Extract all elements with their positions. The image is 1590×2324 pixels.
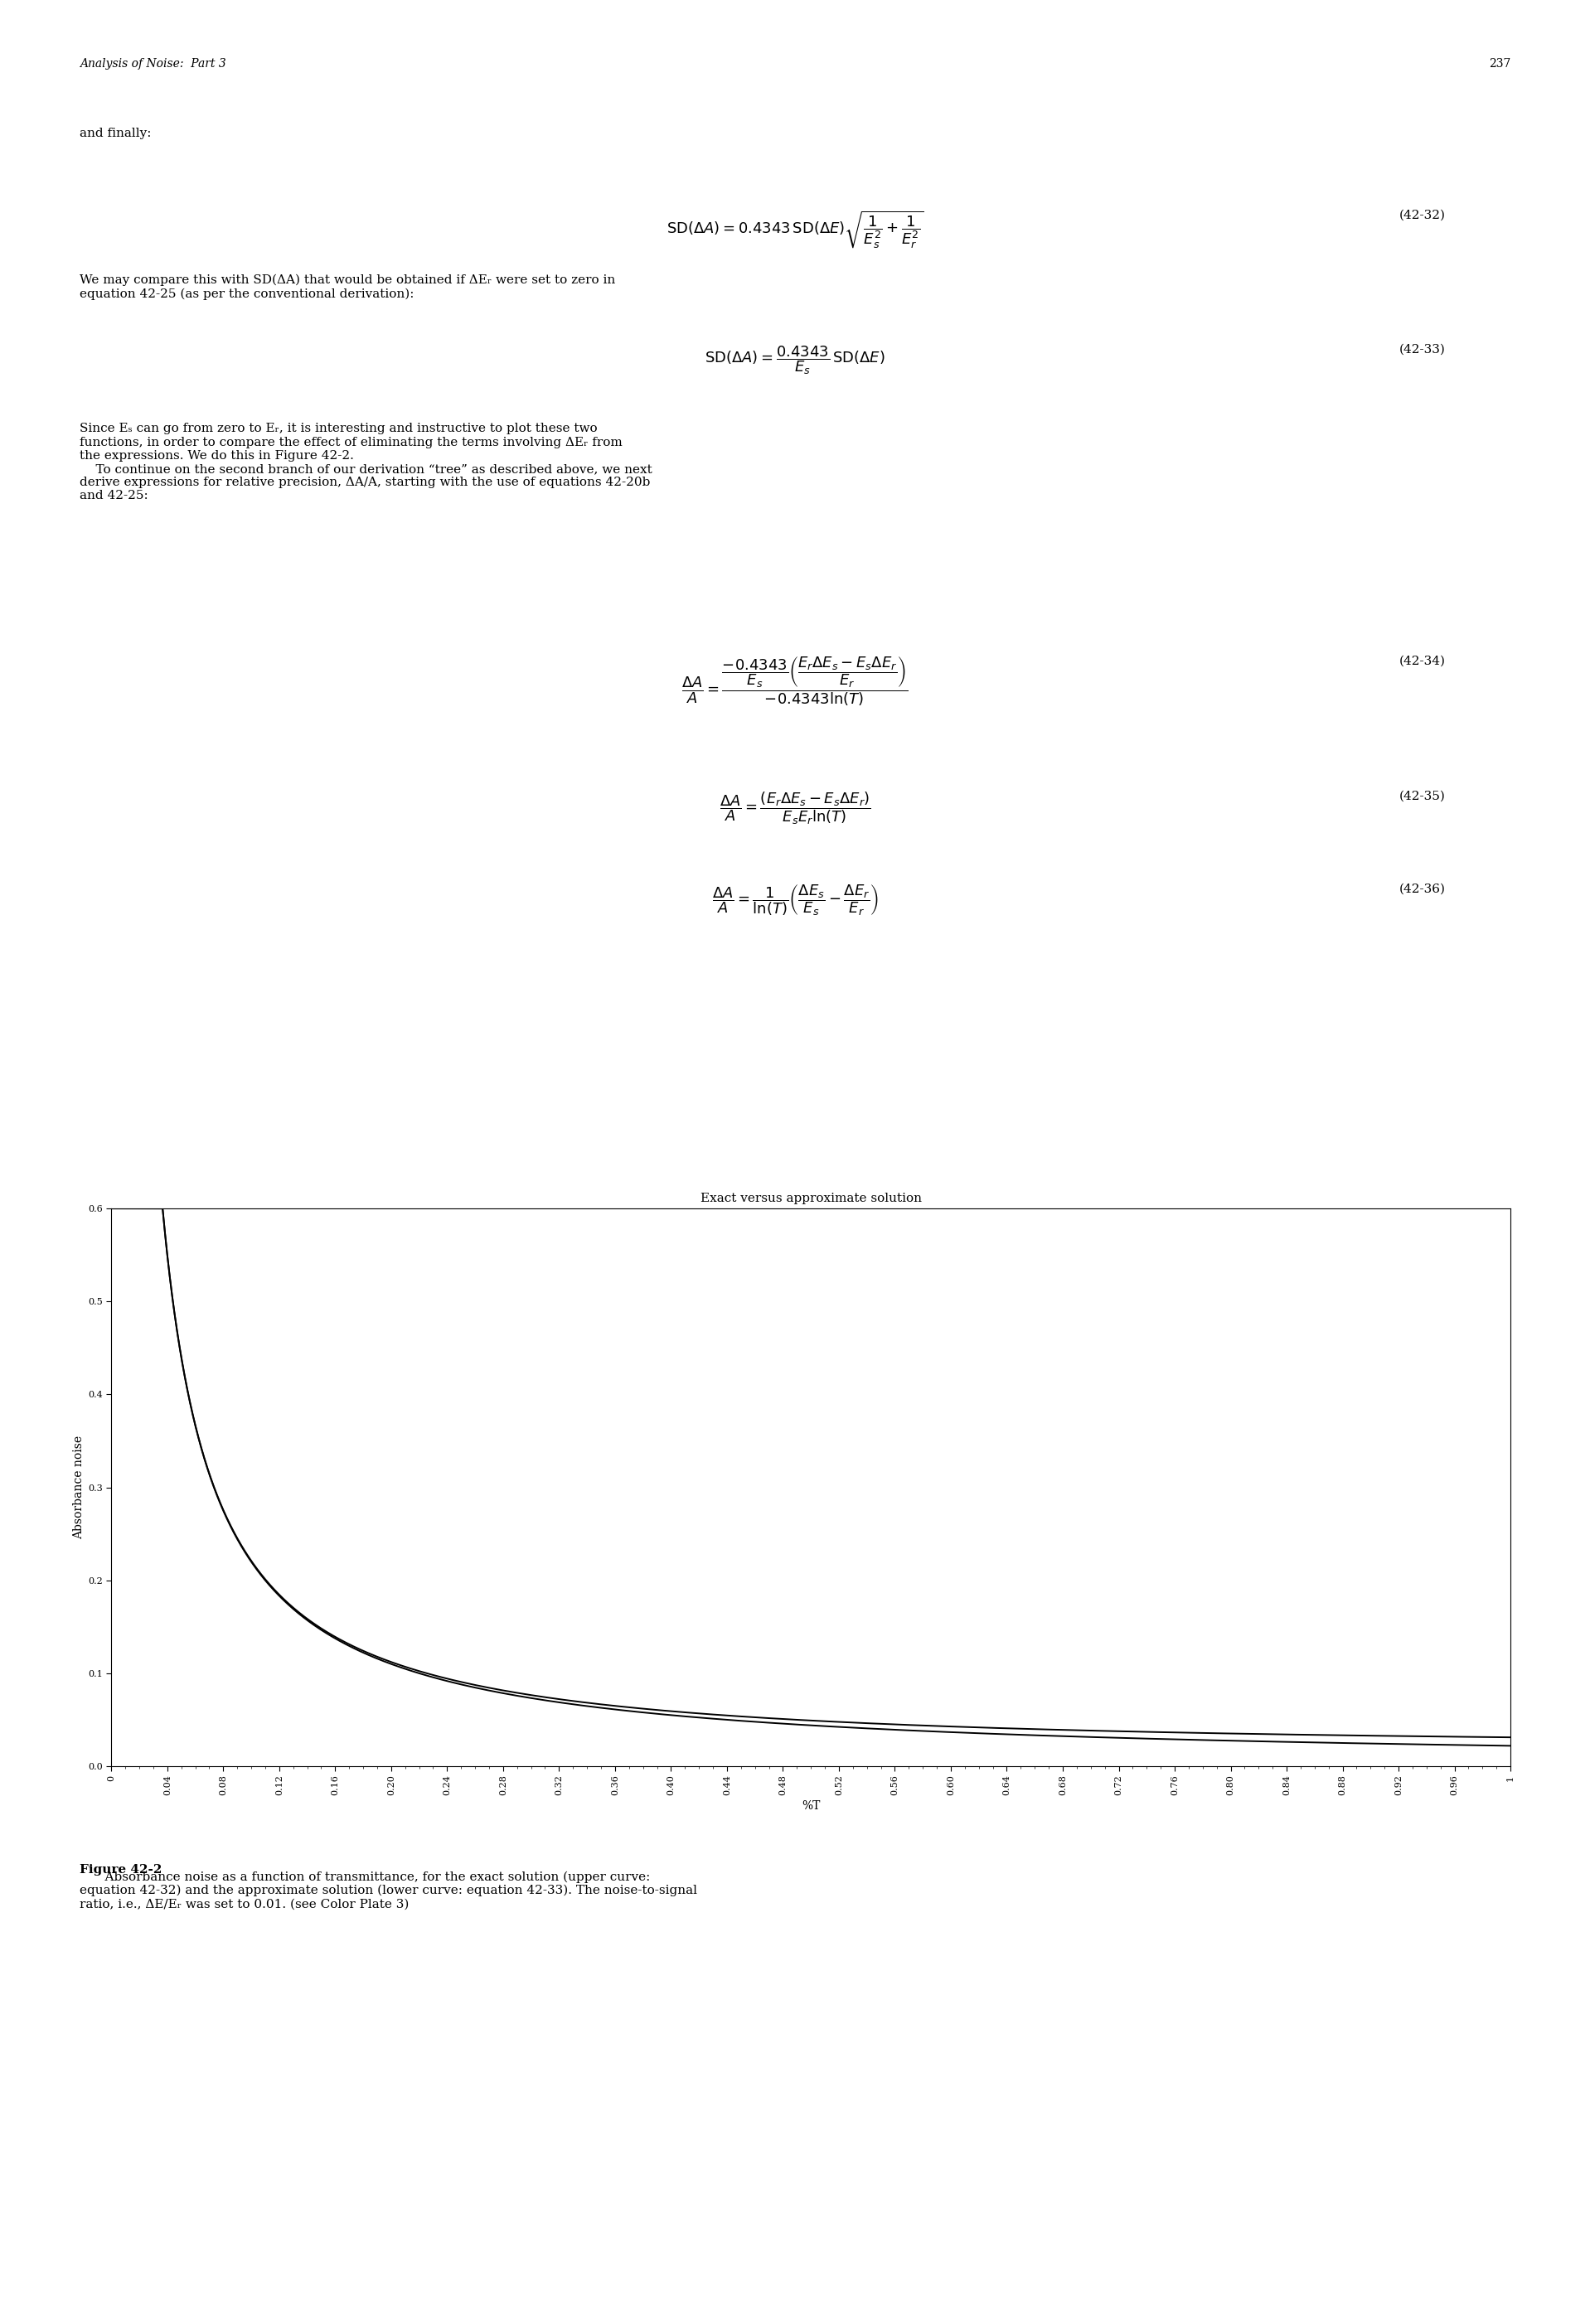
Text: $\mathrm{SD}(\Delta A) = \dfrac{0.4343}{E_s}\,\mathrm{SD}(\Delta E)$: $\mathrm{SD}(\Delta A) = \dfrac{0.4343}{… (704, 344, 886, 376)
Text: (42-33): (42-33) (1399, 344, 1445, 356)
Text: (42-36): (42-36) (1399, 883, 1445, 895)
Text: Absorbance noise as a function of transmittance, for the exact solution (upper c: Absorbance noise as a function of transm… (80, 1871, 696, 1910)
Text: $\dfrac{\Delta A}{A} = \dfrac{\dfrac{-0.4343}{E_s}\left(\dfrac{E_r\Delta E_s - E: $\dfrac{\Delta A}{A} = \dfrac{\dfrac{-0.… (682, 655, 908, 709)
Text: Since Eₛ can go from zero to Eᵣ, it is interesting and instructive to plot these: Since Eₛ can go from zero to Eᵣ, it is i… (80, 423, 652, 502)
Text: $\mathrm{SD}(\Delta A) = 0.4343\,\mathrm{SD}(\Delta E)\sqrt{\dfrac{1}{E_s^2}+\df: $\mathrm{SD}(\Delta A) = 0.4343\,\mathrm… (666, 209, 924, 251)
Text: We may compare this with SD(ΔA) that would be obtained if ΔEᵣ were set to zero i: We may compare this with SD(ΔA) that wou… (80, 274, 615, 300)
Y-axis label: Absorbance noise: Absorbance noise (73, 1436, 84, 1538)
Text: (42-32): (42-32) (1399, 209, 1445, 221)
Title: Exact versus approximate solution: Exact versus approximate solution (700, 1192, 922, 1204)
Text: and finally:: and finally: (80, 128, 151, 139)
Text: $\dfrac{\Delta A}{A} = \dfrac{1}{\ln(T)}\left(\dfrac{\Delta E_s}{E_s} - \dfrac{\: $\dfrac{\Delta A}{A} = \dfrac{1}{\ln(T)}… (712, 883, 878, 918)
Text: 237: 237 (1488, 58, 1510, 70)
Text: (42-35): (42-35) (1399, 790, 1445, 802)
Text: Figure 42-2: Figure 42-2 (80, 1864, 162, 1875)
Text: (42-34): (42-34) (1399, 655, 1445, 667)
X-axis label: %T: %T (801, 1801, 820, 1813)
Text: $\dfrac{\Delta A}{A} = \dfrac{(E_r\Delta E_s - E_s\Delta E_r)}{E_s E_r\ln(T)}$: $\dfrac{\Delta A}{A} = \dfrac{(E_r\Delta… (719, 790, 871, 827)
Text: Analysis of Noise:  Part 3: Analysis of Noise: Part 3 (80, 58, 226, 70)
